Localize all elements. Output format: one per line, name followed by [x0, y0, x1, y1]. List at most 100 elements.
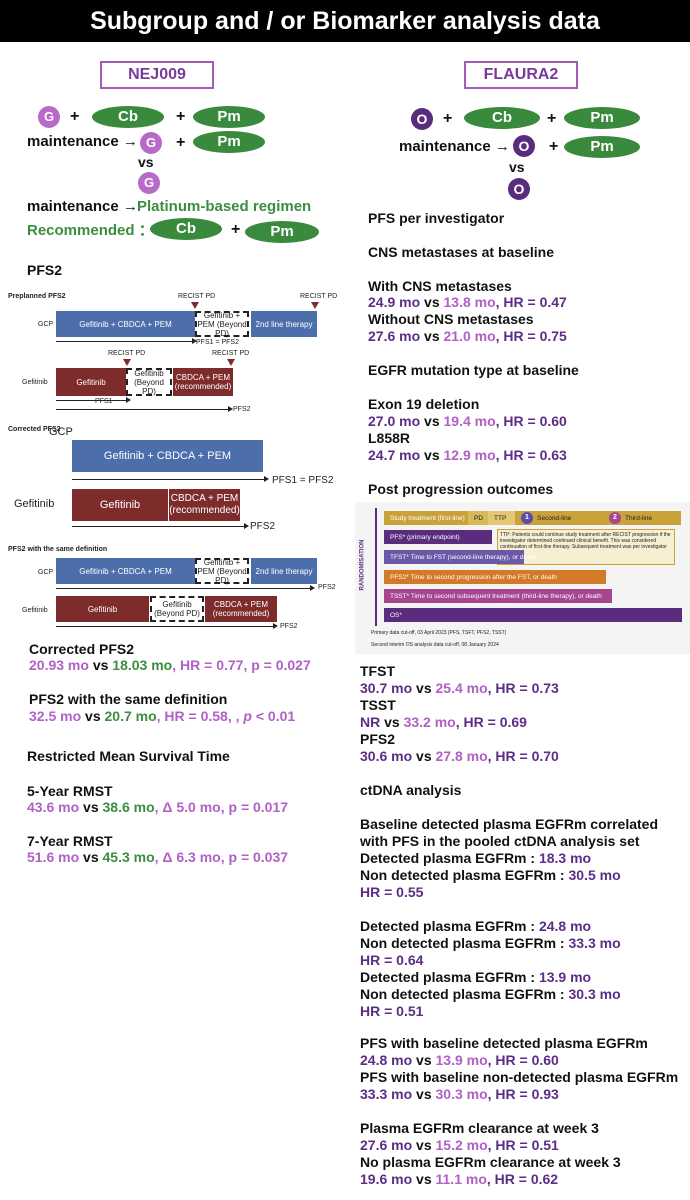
- recommended-label: Recommended ：: [27, 222, 154, 239]
- non-detected-label: Non detected plasma EGFRm :: [360, 986, 569, 1002]
- same-def-pfs2-heading: PFS2 with the same definition: [29, 691, 228, 707]
- arm-b-value: 30.3 mo: [435, 1086, 488, 1102]
- gefitinib-bar: Gefitinib: [56, 368, 126, 396]
- non-detected-label: Non detected plasma EGFRm :: [360, 867, 569, 883]
- arm-a-value: 24.8 mo: [360, 1052, 413, 1068]
- third-line-bar: 2 Third-line: [603, 511, 681, 525]
- detected-row: Detected plasma EGFRm : 18.3 mo: [360, 850, 658, 867]
- arm-b-value: 38.6 mo: [102, 799, 155, 815]
- arm-a-value: 24.7 mo: [368, 447, 421, 463]
- pfs-arrow-line: [72, 479, 264, 480]
- detected-row: Detected plasma EGFRm : 24.8 mo: [360, 918, 621, 935]
- arm-b-value: 12.9 mo: [443, 447, 496, 463]
- trial-label-flaura2: FLAURA2: [464, 61, 578, 89]
- arm-label-gefitinib: Gefitinib: [14, 498, 55, 510]
- hr-text: HR = 0.55: [360, 884, 424, 900]
- arm-a-value: 32.5 mo: [29, 708, 82, 724]
- arm-label-gcp: GCP: [38, 321, 54, 328]
- pfs2-heading: PFS2: [360, 731, 396, 747]
- platinum-regimen-label: Platinum-based regimen: [137, 198, 312, 215]
- arm-a-value: 51.6 mo: [27, 849, 80, 865]
- arm-b-value: 33.2 mo: [403, 714, 456, 730]
- vs-label: vs: [138, 154, 154, 170]
- pd-marker-icon: [123, 359, 131, 366]
- hr-text: , HR = 0.70: [487, 748, 559, 764]
- same-def-pfs2-result: 32.5 mo vs 20.7 mo, HR = 0.58, , p < 0.0…: [29, 708, 295, 725]
- pfs-detected-result: 24.8 mo vs 13.9 mo, HR = 0.60: [360, 1052, 559, 1069]
- arm-a-value: NR: [360, 714, 381, 730]
- non-detected-value: 33.3 mo: [568, 935, 621, 951]
- vs-text: vs: [88, 657, 113, 673]
- diagram-label-same-definition: PFS2 with the same definition: [8, 546, 108, 553]
- hr-text: , HR = 0.47: [495, 294, 567, 310]
- arm-b-value: 13.8 mo: [443, 294, 496, 310]
- page-title: Subgroup and / or Biomarker analysis dat…: [0, 0, 690, 42]
- non-detected-value: 30.3 mo: [568, 986, 621, 1002]
- vs-text: vs: [412, 1137, 436, 1153]
- trial-label-nej009: NEJ009: [100, 61, 214, 89]
- tfst-bar: TFST* Time to FST (second-line therapy),…: [384, 550, 536, 564]
- l858r-heading: L858R: [368, 430, 411, 446]
- l858r-result: 24.7 mo vs 12.9 mo, HR = 0.63: [368, 447, 567, 464]
- arm-b-value: 18.03 mo: [112, 657, 173, 673]
- plus-sign: +: [70, 108, 80, 125]
- vs-text: vs: [81, 708, 105, 724]
- non-detected-row: Non detected plasma EGFRm : 30.3 mo: [360, 986, 621, 1003]
- vs-text: vs: [412, 748, 436, 764]
- diagram-label-preplanned: Preplanned PFS2: [8, 293, 66, 300]
- delta-text: , Δ 6.3 mo, p = 0.037: [154, 849, 289, 865]
- arm-a-value: 27.0 mo: [368, 413, 421, 429]
- plus-sign: +: [231, 221, 241, 238]
- hr-text: , HR = 0.58, ,: [156, 708, 244, 724]
- plus-sign: +: [176, 134, 186, 151]
- ttp-note: TTP: Patients could continue study treat…: [497, 529, 675, 565]
- gefitinib-beyond-pd-bar: Gefitinib (Beyond PD): [126, 368, 172, 396]
- arm-b-value: 19.4 mo: [443, 413, 496, 429]
- gcp-treatment-bar: Gefitinib + CBDCA + PEM: [72, 440, 263, 472]
- plus-sign: +: [549, 138, 559, 155]
- recist-pd-label: RECIST PD: [300, 293, 338, 300]
- pfs-arrow-line: [56, 400, 126, 401]
- pd-marker-icon: [227, 359, 235, 366]
- rmst-heading: Restricted Mean Survival Time: [27, 748, 230, 764]
- drug-o-icon: O: [508, 178, 530, 200]
- cbdca-recommended-bar: CBDCA + PEM (recommended): [205, 596, 277, 622]
- pfs-arrow-line: [56, 626, 273, 627]
- hr-text: , HR = 0.69: [455, 714, 527, 730]
- vs-label: vs: [509, 159, 525, 175]
- recist-pd-label: RECIST PD: [108, 350, 146, 357]
- detected-value: 13.9 mo: [538, 969, 592, 985]
- non-detected-value: 30.5 mo: [568, 867, 621, 883]
- step-2-icon: 2: [609, 512, 621, 524]
- corrected-pfs2-heading: Corrected PFS2: [29, 641, 135, 657]
- clearance-heading: Plasma EGFRm clearance at week 3: [360, 1120, 599, 1136]
- cbdca-recommended-bar: CBDCA + PEM (recommended): [169, 489, 240, 521]
- second-line-label: Second-line: [537, 514, 572, 522]
- no-clearance-heading: No plasma EGFRm clearance at week 3: [360, 1154, 621, 1170]
- arm-a-value: 43.6 mo: [27, 799, 80, 815]
- gefitinib-beyond-pd-bar: Gefitinib (Beyond PD): [150, 596, 204, 622]
- arm-a-value: 24.9 mo: [368, 294, 421, 310]
- vs-text: vs: [412, 1086, 436, 1102]
- arrow-head-icon: [310, 585, 315, 591]
- arm-b-value: 21.0 mo: [443, 328, 496, 344]
- pfs-non-detected-heading: PFS with baseline non-detected plasma EG…: [360, 1069, 679, 1085]
- pd-marker-icon: [191, 302, 199, 309]
- second-line-bar: 2nd line therapy: [251, 311, 317, 337]
- vs-text: vs: [380, 714, 404, 730]
- arm-a-value: 33.3 mo: [360, 1086, 413, 1102]
- hr-text: , HR = 0.75: [495, 328, 567, 344]
- rmst5-heading: 5-Year RMST: [27, 783, 113, 799]
- rmst5-result: 43.6 mo vs 38.6 mo, Δ 5.0 mo, p = 0.017: [27, 799, 288, 816]
- drug-cb-pill: Cb: [92, 106, 164, 128]
- pfs-bar: PFS* (primary endpoint): [384, 530, 492, 544]
- arm-b-value: 27.8 mo: [435, 748, 488, 764]
- pfs2-bar: PFS2* Time to second progression after t…: [384, 570, 606, 584]
- pfs2-label: PFS2: [250, 521, 276, 532]
- vs-text: vs: [412, 680, 436, 696]
- gcp-beyond-pd-bar: Gefitinib + PEM (Beyond PD): [195, 311, 249, 338]
- drug-g-icon: G: [140, 132, 162, 154]
- drug-o-icon: O: [513, 135, 535, 157]
- drug-pm-pill: Pm: [193, 106, 265, 128]
- second-line-bar: 1 Second-line: [515, 511, 605, 525]
